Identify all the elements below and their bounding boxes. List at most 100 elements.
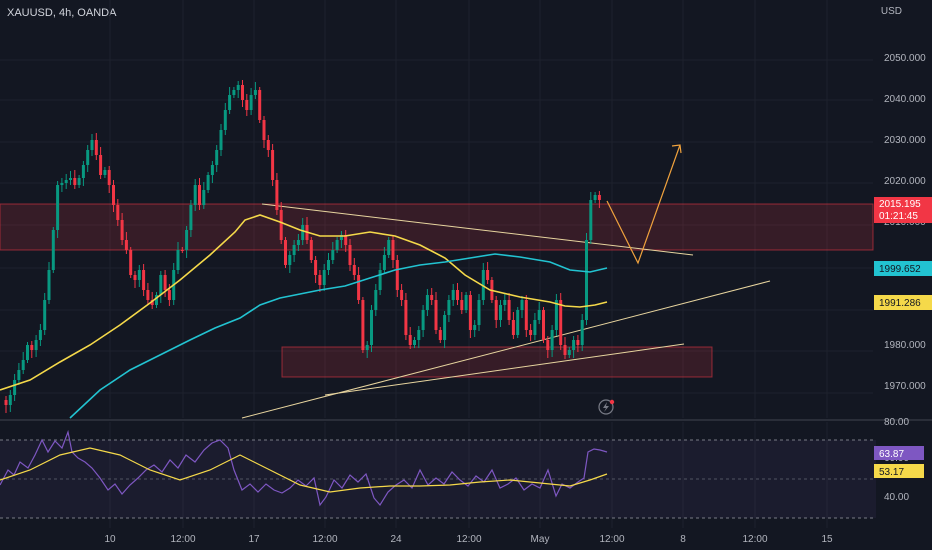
candle-body: [266, 140, 270, 150]
candle-body: [451, 290, 455, 300]
trendlines[interactable]: [241, 203, 771, 419]
candle-body: [408, 335, 412, 345]
candle-body: [503, 300, 507, 305]
candle-body: [133, 275, 137, 280]
candle-body: [167, 290, 171, 300]
candle-body: [507, 300, 511, 320]
candle-body: [447, 300, 451, 315]
candle-body: [193, 185, 197, 205]
candle-body: [434, 300, 438, 330]
candle-body: [382, 255, 386, 270]
candle-body: [180, 250, 184, 251]
candle-body: [4, 400, 8, 405]
candle-body: [357, 275, 361, 300]
candle-body: [219, 130, 223, 150]
candle-body: [511, 320, 515, 335]
candle-body: [464, 295, 468, 310]
candle-body: [107, 170, 111, 185]
candle-body: [344, 235, 348, 245]
candle-body: [185, 230, 189, 250]
candle-body: [241, 85, 244, 100]
candle-body: [94, 140, 98, 155]
candle-body: [400, 290, 404, 300]
candle-body: [589, 200, 593, 240]
triangle-bottom-line: [324, 343, 685, 396]
candle-body: [529, 330, 533, 335]
supply-zone[interactable]: [0, 203, 874, 251]
candle-body: [288, 255, 292, 265]
candle-body: [438, 330, 442, 340]
candle-body: [86, 150, 90, 165]
candle-body: [421, 310, 425, 330]
candle-body: [56, 185, 60, 230]
rsi-ma-badge[interactable]: 53.17: [874, 464, 924, 478]
candle-body: [236, 85, 240, 90]
candle-body: [327, 260, 330, 270]
time-tick: May: [531, 534, 550, 545]
candle-body: [481, 270, 485, 300]
price-tick: 1980.000: [884, 340, 926, 351]
time-tick: 12:00: [456, 534, 481, 545]
price-tick: 2030.000: [884, 135, 926, 146]
rsi-badge[interactable]: 63.87: [874, 446, 924, 460]
candle-body: [292, 245, 296, 255]
fast-ma-badge[interactable]: 1999.652: [874, 261, 932, 276]
candle-body: [580, 320, 584, 345]
price-tick: 2050.000: [884, 53, 926, 64]
candle-body: [30, 345, 34, 350]
candle-body: [395, 260, 399, 290]
candle-body: [228, 95, 232, 110]
candle-body: [155, 295, 158, 305]
candle-body: [51, 230, 55, 270]
candle-body: [43, 300, 47, 330]
last-price-badge[interactable]: 2015.195 01:21:45: [874, 197, 932, 223]
candle-body: [137, 270, 141, 280]
last-price-text: 2015.195: [879, 199, 921, 210]
rsi-ma-text: 53.17: [879, 467, 904, 478]
time-tick: 12:00: [312, 534, 337, 545]
candle-body: [585, 240, 588, 320]
candle-body: [318, 275, 322, 285]
candle-body: [258, 90, 262, 120]
lightning-alert-icon[interactable]: [598, 399, 615, 415]
currency-label[interactable]: USD: [880, 6, 902, 17]
candle-body: [69, 178, 72, 180]
candle-body: [572, 340, 576, 350]
time-tick: 12:00: [170, 534, 195, 545]
triangle-top-line: [261, 203, 694, 256]
candle-body: [99, 155, 103, 175]
candle-body: [456, 290, 459, 300]
candle-body: [223, 110, 227, 130]
candle-body: [563, 345, 567, 355]
fast-ma-text: 1999.652: [879, 264, 921, 275]
candle-body: [38, 330, 42, 340]
rsi-moving-average: [0, 447, 608, 493]
candle-body: [378, 270, 382, 290]
candle-body: [331, 250, 335, 260]
candle-body: [365, 345, 369, 350]
fast-moving-average: [69, 253, 608, 419]
candlesticks: [4, 80, 601, 413]
candle-body: [206, 175, 210, 190]
demand-zone[interactable]: [281, 346, 713, 378]
candle-body: [499, 305, 502, 320]
candle-body: [559, 300, 563, 345]
candle-body: [593, 195, 597, 200]
candle-body: [163, 275, 167, 290]
candle-body: [296, 240, 300, 245]
candle-body: [120, 220, 124, 240]
candle-body: [576, 340, 580, 345]
projection-arrow[interactable]: [606, 144, 682, 265]
candle-body: [473, 325, 477, 330]
candle-body: [425, 295, 429, 310]
slow-ma-badge[interactable]: 1991.286: [874, 295, 932, 310]
symbol-title[interactable]: XAUUSD, 4h, OANDA: [7, 7, 117, 19]
time-tick: 8: [680, 534, 686, 545]
candle-body: [417, 330, 421, 340]
candle-body: [249, 95, 253, 110]
candle-body: [322, 270, 326, 285]
time-axis[interactable]: 10 12:00 17 12:00 24 12:00 May 12:00 8 12:00 15: [104, 534, 833, 545]
candle-body: [468, 295, 472, 330]
candle-body: [77, 178, 81, 185]
